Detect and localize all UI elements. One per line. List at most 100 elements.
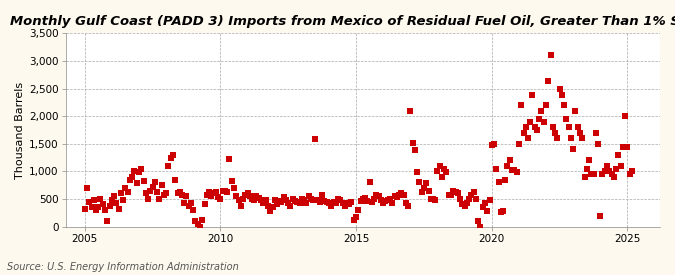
Point [107,197,117,202]
Point [82,186,92,190]
Point [518,131,529,135]
Point [448,188,458,193]
Point [418,186,429,190]
Point [556,93,567,97]
Point [163,164,173,168]
Point [152,190,163,194]
Point [285,204,296,208]
Point [290,199,300,203]
Point [211,190,221,194]
Point [93,205,104,209]
Point [222,190,233,194]
Point [358,197,369,201]
Point [396,191,407,196]
Point [425,197,436,201]
Point [201,192,212,197]
Point [186,201,196,206]
Point [566,136,576,141]
Point [606,172,617,176]
Point [269,198,280,202]
Point [217,188,228,193]
Point [127,175,138,179]
Point [364,180,375,184]
Point [319,199,329,203]
Point [574,131,585,135]
Point [529,125,540,129]
Point [229,186,240,190]
Point [472,219,483,223]
Point [593,142,603,146]
Point [294,201,305,206]
Point [541,103,551,107]
Point [165,155,176,160]
Point [231,194,242,198]
Point [509,168,520,172]
Point [161,191,171,196]
Point [400,201,411,206]
Point [380,199,391,203]
Point [88,198,99,202]
Point [493,180,504,185]
Point [308,198,319,202]
Point [407,141,418,145]
Point [167,153,178,157]
Point [457,202,468,207]
Point [147,185,158,189]
Point [581,166,592,171]
Point [579,175,590,179]
Point [303,194,314,198]
Point [487,143,497,147]
Point [181,194,192,198]
Point [563,125,574,129]
Point [342,201,352,206]
Point [156,183,167,187]
Point [484,198,495,202]
Point [321,200,332,205]
Point [240,192,251,197]
Point [470,197,481,201]
Point [383,198,394,202]
Point [315,200,325,205]
Point [466,192,477,197]
Point [389,194,400,198]
Point [301,201,312,206]
Point [539,119,549,124]
Point [317,192,327,197]
Point [443,192,454,197]
Point [118,198,129,202]
Y-axis label: Thousand Barrels: Thousand Barrels [15,81,25,178]
Point [84,200,95,204]
Point [405,108,416,113]
Point [346,200,357,204]
Point [176,192,187,197]
Point [477,205,488,210]
Point [398,192,409,197]
Point [570,108,580,113]
Point [618,144,628,149]
Point [516,103,526,107]
Point [568,147,578,152]
Point [215,197,226,201]
Point [323,201,334,206]
Point [489,142,500,146]
Point [179,201,190,205]
Point [197,218,208,223]
Point [497,209,508,213]
Point [588,172,599,176]
Point [154,197,165,201]
Point [378,201,389,206]
Point [450,190,461,194]
Point [208,191,219,196]
Point [348,218,359,222]
Point [500,177,511,182]
Point [410,148,421,153]
Point [392,194,402,199]
Point [100,208,111,212]
Point [190,219,201,223]
Point [251,194,262,198]
Point [626,169,637,174]
Point [403,204,414,208]
Point [312,198,323,202]
Point [561,117,572,121]
Point [507,167,518,172]
